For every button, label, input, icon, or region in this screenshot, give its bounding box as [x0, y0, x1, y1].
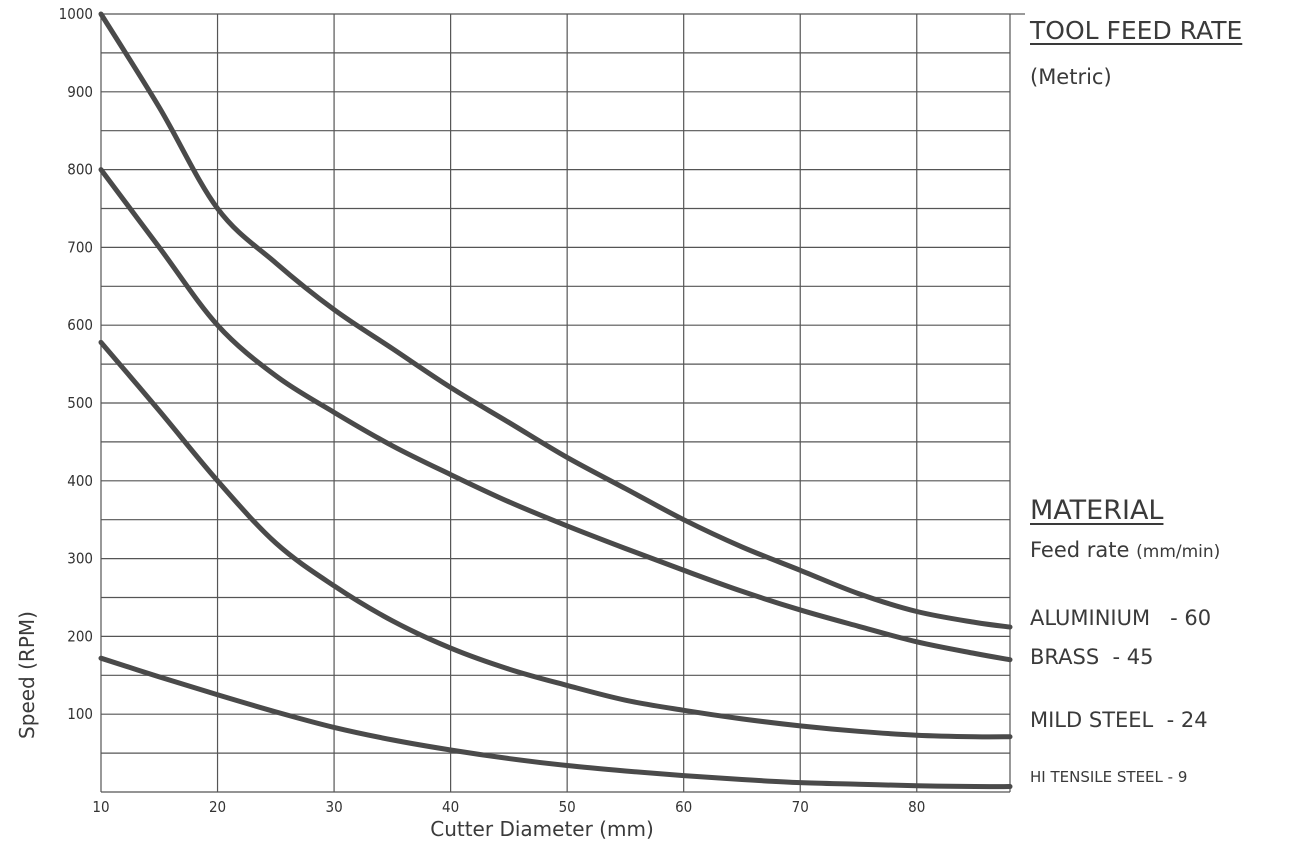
x-tick-label: 30 [325, 798, 342, 816]
y-tick-label: 700 [67, 238, 93, 256]
x-tick-label: 40 [442, 798, 459, 816]
y-tick-label: 200 [67, 627, 93, 645]
series-line-aluminium [98, 11, 1013, 630]
x-axis-title: Cutter Diameter (mm) [430, 817, 654, 841]
y-tick-label: 800 [67, 161, 93, 179]
series-label-brass: BRASS - 45 [1030, 645, 1154, 669]
chart-subtitle: (Metric) [1030, 65, 1112, 89]
y-tick-label: 600 [67, 316, 93, 334]
legend-unit: (mm/min) [1136, 542, 1221, 562]
legend-title: MATERIAL [1030, 495, 1164, 526]
y-tick-labels: 100 200 300 400 500 600 700 800 900 1000 [59, 5, 93, 723]
y-tick-label: 1000 [59, 5, 93, 23]
y-axis-title: Speed (RPM) [15, 611, 39, 739]
x-tick-label: 60 [675, 798, 692, 816]
y-tick-label: 100 [67, 705, 93, 723]
series-line-hi-tensile-steel [98, 655, 1013, 790]
series-label-hi-tensile-steel: HI TENSILE STEEL - 9 [1030, 768, 1188, 786]
series-label-mild-steel: MILD STEEL - 24 [1030, 708, 1208, 732]
x-tick-labels: 10 20 30 40 50 60 70 80 [92, 798, 925, 816]
y-tick-label: 500 [67, 394, 93, 412]
x-tick-label: 50 [559, 798, 576, 816]
legend-subtitle-text: Feed rate [1030, 538, 1130, 562]
chart-title: TOOL FEED RATE [1030, 16, 1243, 45]
y-tick-label: 400 [67, 472, 93, 490]
x-tick-label: 10 [92, 798, 109, 816]
grid [100, 13, 1025, 793]
x-tick-label: 70 [792, 798, 809, 816]
x-tick-label: 20 [209, 798, 226, 816]
y-tick-label: 900 [67, 83, 93, 101]
series-label-aluminium: ALUMINIUM - 60 [1030, 606, 1212, 630]
x-tick-label: 80 [908, 798, 925, 816]
legend-subtitle: Feed rate (mm/min) [1030, 538, 1220, 562]
series-line-brass [98, 167, 1013, 663]
series-line-mild-steel [98, 339, 1013, 740]
series-lines [98, 11, 1013, 790]
y-tick-label: 300 [67, 550, 93, 568]
